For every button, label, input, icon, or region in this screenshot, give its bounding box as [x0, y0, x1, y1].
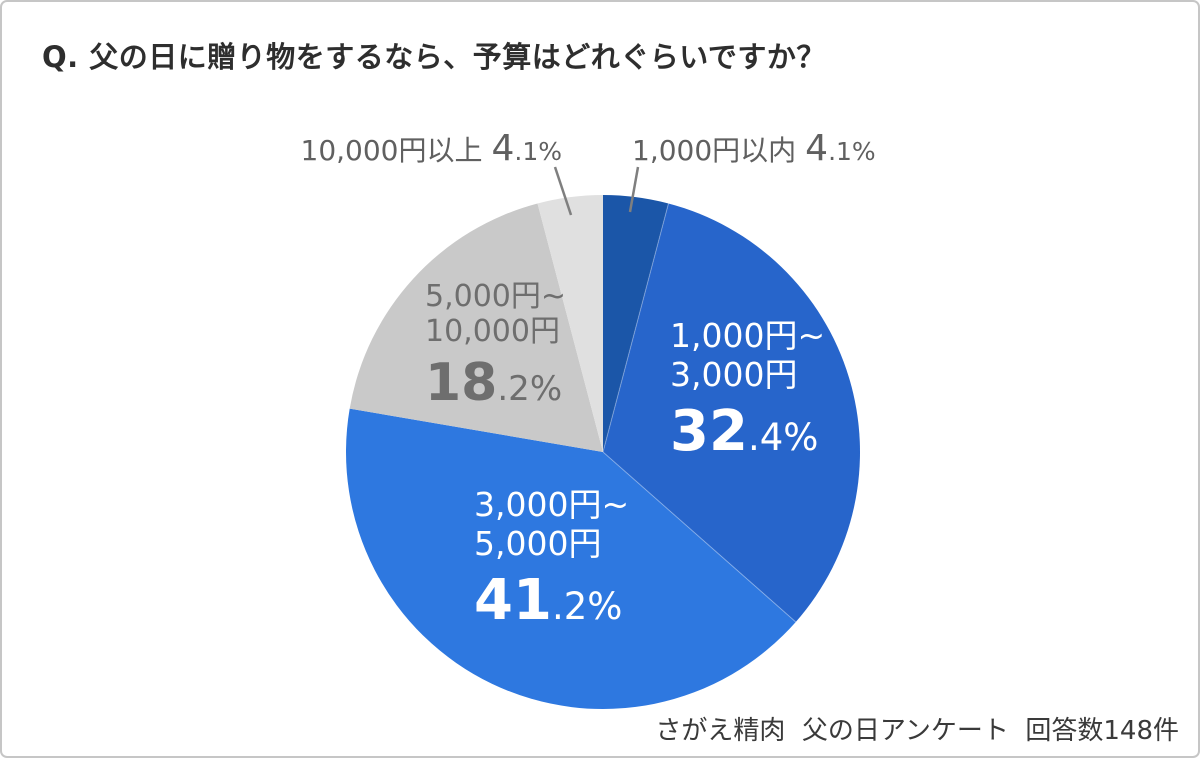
- pie-slice-3000-5000: [345, 408, 796, 710]
- pie-slice-1000-3000: [603, 203, 861, 622]
- pie-slice-over-10000: [537, 195, 603, 452]
- slice-divider-line: [602, 203, 669, 453]
- question-title: Q. 父の日に贈り物をするなら、予算はどれぐらいですか？: [42, 40, 826, 74]
- slice-divider-line: [602, 451, 797, 623]
- leader-line-under-1000: [628, 166, 640, 213]
- source-note: さがえ精肉 父の日アンケート 回答数148件: [655, 716, 1179, 746]
- leader-line-over-10000: [553, 166, 573, 216]
- pie-slice-under-1000: [603, 195, 669, 452]
- pie-slice-5000-10000: [349, 203, 603, 452]
